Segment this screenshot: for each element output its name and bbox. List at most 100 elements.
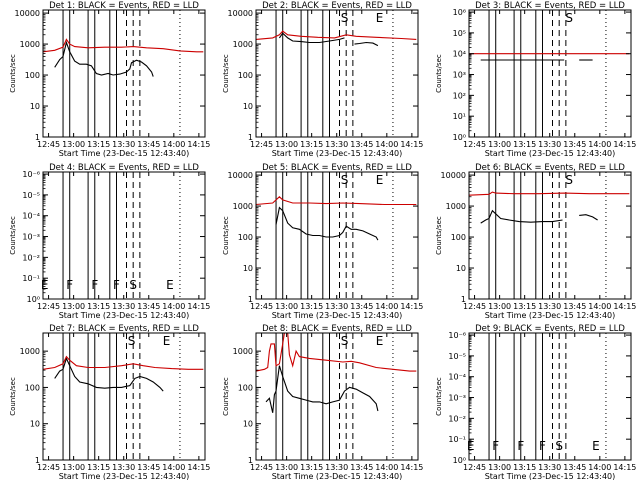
marker-label: S	[129, 278, 137, 292]
y-tick-label: 10⁻⁵	[22, 191, 40, 200]
marker-label: F	[539, 439, 546, 453]
y-tick-label: 1	[248, 133, 253, 142]
y-tick-label: 100	[451, 233, 466, 242]
plot-frame	[255, 9, 419, 138]
marker-label: E	[376, 334, 384, 348]
x-tick-label: 13:30	[325, 463, 348, 472]
x-tick-label: 13:15	[300, 302, 323, 311]
events-series-line	[275, 206, 379, 241]
y-tick-label: 10	[30, 102, 40, 111]
y-tick-label: 1	[35, 456, 40, 465]
panel-det-4: 12:45 13:00 13:15 13:30 13:45 14:00 14:15 10⁰ 10…	[9, 163, 210, 320]
panel-det-8: 12:45 13:00 13:15 13:30 13:45 14:00 14:15 1 10 10…	[222, 324, 423, 481]
panel-title: Det 2: BLACK = Events, RED = LLD	[262, 1, 412, 11]
x-tick-label: 13:15	[300, 140, 323, 149]
x-tick-label: 13:30	[112, 140, 135, 149]
y-axis-label: Counts/sec	[222, 377, 230, 416]
x-axis-label: Start Time (23-Dec-15 12:43:40)	[485, 149, 616, 158]
x-tick-label: 13:15	[87, 463, 110, 472]
panel-title: Det 7: BLACK = Events, RED = LLD	[49, 324, 199, 334]
y-axis-label: Counts/sec	[9, 54, 17, 93]
panel-title: Det 5: BLACK = Events, RED = LLD	[262, 163, 412, 173]
lld-series-line	[256, 196, 417, 206]
x-tick-label: 14:00	[375, 463, 398, 472]
y-tick-label: 1000	[20, 40, 40, 49]
y-tick-label: 1	[248, 295, 253, 304]
y-tick-label: 10⁴	[453, 50, 466, 59]
x-tick-label: 14:15	[400, 140, 423, 149]
y-tick-label: 10⁻⁵	[448, 352, 466, 361]
x-axis-label: Start Time (23-Dec-15 12:43:40)	[485, 311, 616, 320]
y-tick-label: 1	[461, 295, 466, 304]
y-tick-label: 10000	[228, 9, 253, 18]
y-tick-label: 10⁻¹	[22, 274, 40, 283]
x-tick-label: 13:00	[488, 463, 511, 472]
x-axis-label: Start Time (23-Dec-15 12:43:40)	[59, 149, 190, 158]
x-tick-label: 13:00	[275, 140, 298, 149]
x-tick-label: 13:15	[87, 140, 110, 149]
marker-label: E	[592, 439, 600, 453]
y-tick-label: 100	[25, 71, 40, 80]
y-tick-label: 10¹	[453, 112, 466, 121]
panel-title: Det 9: BLACK = Events, RED = LLD	[475, 324, 625, 334]
y-tick-label: 10⁵	[453, 29, 466, 38]
x-tick-label: 13:30	[325, 302, 348, 311]
y-tick-label: 1000	[20, 347, 40, 356]
lld-series-line	[43, 38, 204, 53]
plot-frame	[42, 9, 206, 138]
y-axis-label: Counts/sec	[435, 54, 443, 93]
x-tick-label: 14:15	[400, 463, 423, 472]
x-tick-label: 14:15	[613, 463, 636, 472]
x-tick-label: 14:00	[375, 302, 398, 311]
x-tick-label: 12:45	[37, 463, 60, 472]
x-tick-label: 13:00	[62, 140, 85, 149]
lld-series-line	[43, 355, 204, 370]
events-series-line	[579, 214, 598, 221]
y-axis-label: Counts/sec	[222, 54, 230, 93]
marker-label: E	[376, 173, 384, 187]
x-tick-label: 13:45	[137, 302, 160, 311]
y-tick-label: 10⁻²	[22, 253, 40, 262]
x-axis-label: Start Time (23-Dec-15 12:43:40)	[272, 149, 403, 158]
x-tick-label: 13:45	[563, 140, 586, 149]
x-tick-label: 13:45	[350, 140, 373, 149]
x-axis-label: Start Time (23-Dec-15 12:43:40)	[272, 311, 403, 320]
y-axis-label: Counts/sec	[435, 377, 443, 416]
x-tick-label: 14:00	[375, 140, 398, 149]
y-tick-label: 10⁰	[453, 456, 466, 465]
x-tick-label: 14:00	[162, 463, 185, 472]
x-tick-label: 12:45	[37, 140, 60, 149]
events-series-line	[480, 209, 563, 224]
x-tick-label: 12:45	[250, 140, 273, 149]
x-tick-label: 14:15	[187, 140, 210, 149]
x-tick-label: 13:30	[538, 140, 561, 149]
lld-series-line	[256, 30, 417, 40]
marker-label: E	[467, 439, 475, 453]
x-tick-label: 13:00	[62, 463, 85, 472]
y-tick-label: 1	[248, 456, 253, 465]
panel-det-5: 12:45 13:00 13:15 13:30 13:45 14:00 14:15 1 10 10…	[222, 163, 423, 320]
marker-label: E	[376, 11, 384, 25]
marker-label: S	[555, 439, 563, 453]
y-tick-label: 10⁻⁴	[22, 212, 40, 221]
marker-label: S	[341, 11, 349, 25]
x-tick-label: 14:15	[187, 302, 210, 311]
events-series-line	[278, 32, 345, 44]
x-axis-label: Start Time (23-Dec-15 12:43:40)	[59, 472, 190, 480]
x-tick-label: 12:45	[250, 463, 273, 472]
x-tick-label: 14:15	[187, 463, 210, 472]
y-tick-label: 10³	[453, 71, 466, 80]
y-tick-label: 10⁻⁶	[448, 331, 466, 340]
x-tick-label: 12:45	[463, 140, 486, 149]
marker-label: F	[517, 439, 524, 453]
x-axis-label: Start Time (23-Dec-15 12:43:40)	[272, 472, 403, 480]
y-tick-label: 10⁻⁶	[22, 170, 40, 179]
marker-label: F	[66, 278, 73, 292]
marker-label: F	[113, 278, 120, 292]
marker-label: S	[565, 173, 573, 187]
y-tick-label: 10	[456, 264, 466, 273]
x-tick-label: 13:45	[350, 302, 373, 311]
panel-det-9: 12:45 13:00 13:15 13:30 13:45 14:00 14:15 10⁰ 10…	[435, 324, 636, 481]
y-tick-label: 100	[238, 71, 253, 80]
